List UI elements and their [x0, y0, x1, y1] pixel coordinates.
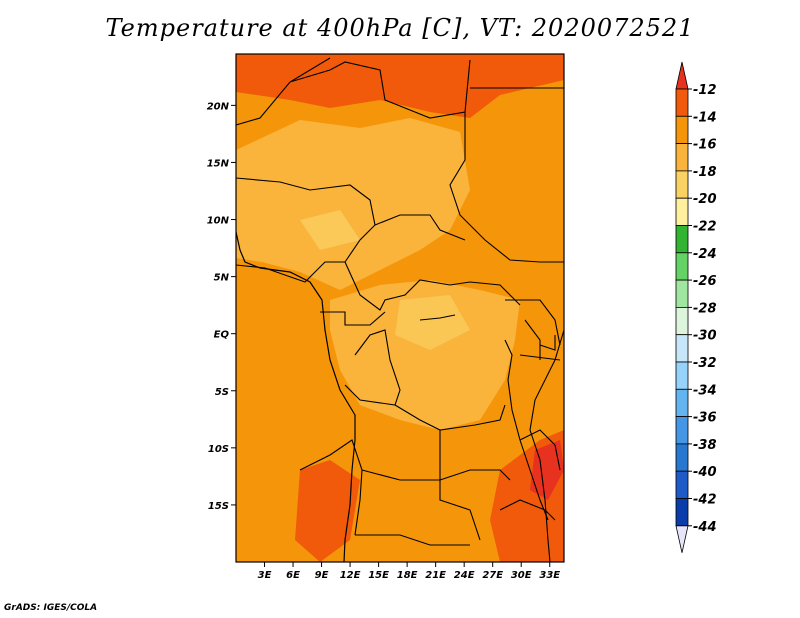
- colorbar-label: -20: [693, 192, 717, 207]
- x-tick-label: 18E: [397, 570, 418, 581]
- field-yellow-patch-2: [395, 295, 470, 350]
- colorbar-box: [675, 470, 689, 499]
- colorbar-label: -12: [693, 83, 717, 98]
- y-tick-label: 15N: [207, 158, 230, 169]
- colorbar-label: -44: [693, 520, 717, 535]
- colorbar-top-arrow: [675, 61, 689, 90]
- field-north-warm: [236, 54, 564, 118]
- colorbar-label: -18: [693, 165, 717, 180]
- y-tick-label: 10S: [208, 444, 229, 455]
- colorbar-label: -34: [693, 383, 717, 398]
- colorbar-label: -24: [693, 247, 717, 262]
- colorbar-label: -36: [693, 411, 717, 426]
- field-south-warm: [295, 460, 360, 562]
- field-sahel: [236, 118, 470, 290]
- colorbar-box: [675, 361, 689, 390]
- colorbar-box: [675, 416, 689, 445]
- map-frame: [235, 53, 565, 563]
- x-tick-label: 9E: [315, 570, 329, 581]
- colorbar-label: -14: [693, 110, 717, 125]
- colorbar-label: -28: [693, 301, 717, 316]
- colorbar-box: [675, 388, 689, 417]
- y-tick-label: 5S: [215, 387, 229, 398]
- x-tick-label: 21E: [425, 570, 446, 581]
- colorbar: -12 -14 -16 -18 -20 -22 -24 -26 -28 -30 -32 -34 -36 -…: [675, 61, 717, 553]
- colorbar-label: -38: [693, 438, 717, 453]
- y-tick-label: 15S: [208, 501, 229, 512]
- country-borders: [236, 57, 564, 546]
- colorbar-box: [675, 306, 689, 336]
- colorbar-label: -30: [693, 329, 717, 344]
- x-axis: 3E 6E 9E 12E 15E 18E 21E 24E 27E 30E 33E: [258, 562, 560, 581]
- colorbar-box: [675, 170, 689, 199]
- colorbar-box: [675, 143, 689, 172]
- colorbar-label: -26: [693, 274, 717, 289]
- field-sw-atlantic: [236, 290, 330, 440]
- colorbar-box: [675, 498, 689, 527]
- colorbar-bottom-arrow: [675, 525, 689, 553]
- field-congo: [330, 280, 520, 430]
- x-tick-label: 15E: [368, 570, 389, 581]
- y-tick-label: 5N: [214, 273, 230, 284]
- y-tick-label: 20N: [207, 101, 230, 112]
- x-tick-label: 24E: [454, 570, 475, 581]
- grads-credit: GrADS: IGES/COLA: [4, 603, 98, 613]
- colorbar-label: -40: [693, 465, 717, 480]
- coastline-east: [529, 329, 564, 562]
- colorbar-label: -42: [693, 493, 717, 508]
- colorbar-box: [675, 334, 689, 363]
- colorbar-label: -32: [693, 356, 717, 371]
- colorbar-box: [675, 279, 689, 308]
- colorbar-box: [675, 88, 689, 117]
- colorbar-label: -22: [693, 220, 717, 235]
- y-tick-label: EQ: [214, 330, 230, 341]
- x-tick-label: 3E: [258, 570, 272, 581]
- colorbar-box: [675, 252, 689, 281]
- coastline: [236, 231, 356, 562]
- x-tick-label: 12E: [340, 570, 361, 581]
- chart-title: Temperature at 400hPa [C], VT: 202007252…: [105, 14, 695, 42]
- colorbar-label: -16: [693, 138, 717, 153]
- map-area: [236, 54, 564, 562]
- x-tick-label: 33E: [539, 570, 560, 581]
- colorbar-box: [675, 443, 689, 472]
- x-tick-label: 6E: [286, 570, 300, 581]
- colorbar-box: [675, 225, 689, 254]
- y-tick-label: 10N: [207, 216, 230, 227]
- x-tick-label: 30E: [511, 570, 532, 581]
- field-yellow-patch-1: [300, 210, 360, 250]
- colorbar-box: [675, 115, 689, 145]
- colorbar-box: [675, 197, 689, 226]
- y-axis: 15S 10S 5S EQ 5N 10N 15N 20N: [207, 101, 236, 512]
- x-tick-label: 27E: [482, 570, 503, 581]
